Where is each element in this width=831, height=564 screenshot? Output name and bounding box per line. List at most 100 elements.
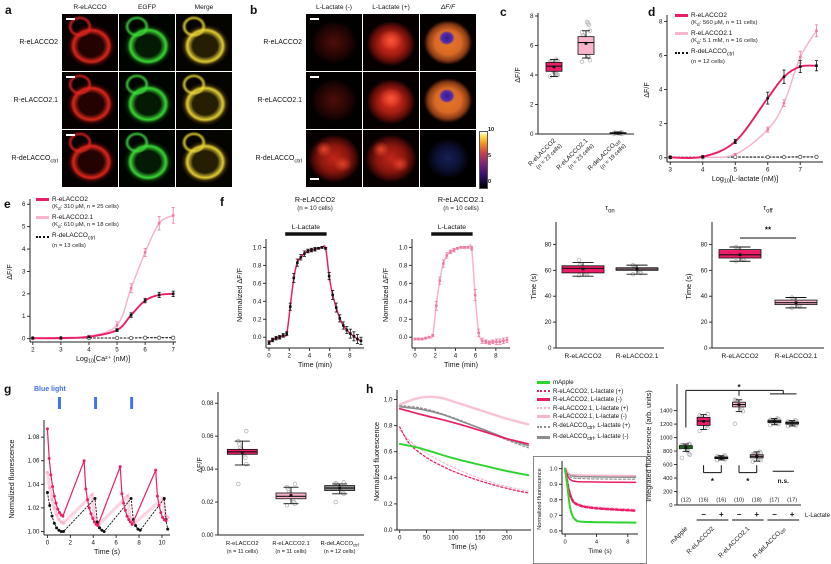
micrograph-egfp: [119, 72, 175, 129]
svg-text:6: 6: [766, 167, 770, 174]
svg-text:4: 4: [659, 87, 663, 94]
svg-text:−: −: [701, 510, 706, 519]
tau-on-title: τon: [605, 203, 615, 215]
svg-text:4: 4: [92, 540, 96, 547]
svg-text:0.6: 0.6: [399, 280, 408, 287]
svg-text:0.7: 0.7: [549, 513, 557, 519]
scale-bar: [310, 178, 319, 180]
svg-text:Time (s): Time (s): [684, 273, 693, 299]
legend-entry: R-eLACCO2, L-lactate (+): [537, 388, 630, 395]
micrograph-dff: [420, 14, 476, 71]
svg-text:80: 80: [545, 241, 552, 248]
svg-text:60: 60: [545, 267, 552, 274]
svg-text:2: 2: [69, 540, 73, 547]
svg-text:8: 8: [659, 18, 663, 25]
svg-text:R-eLACCO2.1: R-eLACCO2.1: [775, 353, 818, 360]
legend-entry: R-deLACCOctrl (n = 12 cells): [675, 48, 758, 65]
svg-text:0.0: 0.0: [384, 527, 393, 534]
legend-swatch: [537, 425, 550, 428]
photobleach-chart: 0.0 0.2 0.4 0.6 0.8 1.0 0 50 100 150 200 Time (s) No…: [372, 390, 531, 551]
svg-text:6: 6: [328, 353, 332, 360]
legend-entry: R-eLACCO2, L-lactate (-): [537, 396, 630, 403]
legend-entry: R-eLACCO2.1 (Kd: 5.1 mM, n = 16 cells): [675, 30, 758, 46]
svg-text:0.8: 0.8: [549, 498, 557, 504]
svg-text:20: 20: [701, 319, 708, 326]
scale-bar: [66, 76, 75, 78]
legend-text: R-deLACCOctrl: [52, 232, 95, 242]
svg-text:60: 60: [701, 267, 708, 274]
photobleach-inset-chart: 0.6 0.7 0.8 0.9 1.0 0 4 8 Time (s) Normalized flu…: [537, 461, 638, 555]
svg-text:1400: 1400: [660, 409, 672, 415]
svg-text:0: 0: [669, 503, 672, 509]
legend-text: R-deLACCOctrl: [691, 48, 734, 58]
legend-text: R-eLACCO2.1: [691, 30, 733, 38]
svg-text:40: 40: [545, 293, 552, 300]
svg-text:ΔF/F: ΔF/F: [5, 264, 14, 280]
svg-text:Time (s): Time (s): [94, 547, 120, 556]
svg-text:R-eLACCO2: R-eLACCO2: [686, 525, 717, 556]
svg-text:2: 2: [288, 353, 292, 360]
svg-text:7: 7: [171, 347, 175, 354]
micrograph-egfp: [119, 130, 175, 187]
svg-text:0: 0: [398, 535, 402, 542]
svg-text:(16): (16): [699, 497, 709, 503]
legend-entry: R-deLACCOctrl, L-lactate (+): [537, 422, 630, 431]
panel-b-col-header: L-Lactate (+): [372, 4, 410, 11]
svg-text:0.9: 0.9: [549, 482, 557, 488]
scale-bar: [310, 18, 319, 20]
svg-text:8: 8: [626, 540, 629, 546]
svg-text:Time (s): Time (s): [588, 548, 612, 555]
svg-text:400: 400: [663, 476, 672, 482]
svg-text:0.6: 0.6: [384, 449, 393, 456]
svg-text:200: 200: [502, 535, 513, 542]
legend-text: R-deLACCOctrl, L-lactate (+): [553, 421, 631, 432]
panel-f-tau-off: τoff 0 20 40 60 80 Time (s) R-eLACCO2 R-eLACCO2…: [672, 190, 831, 375]
micrograph-lactate-minus: [306, 72, 362, 129]
legend-detail: (n = 13 cells): [52, 242, 86, 249]
legend-text: R-eLACCO2: [691, 12, 727, 19]
svg-text:4: 4: [595, 540, 599, 546]
panel-h-inset: 0.6 0.7 0.8 0.9 1.0 0 4 8 Time (s) Normalized flu…: [533, 456, 647, 564]
panel-h-photobleach: 0.0 0.2 0.4 0.6 0.8 1.0 0 50 100 150 200 Time (s) No…: [365, 377, 537, 564]
svg-text:(12): (12): [681, 497, 691, 503]
svg-text:0.8: 0.8: [384, 423, 393, 430]
svg-text:8: 8: [137, 540, 141, 547]
colorbar-mid: 5: [488, 153, 492, 159]
colorbar: [479, 131, 488, 189]
svg-text:8: 8: [494, 353, 498, 360]
panel-a-row-label: R-deLACCOctrl: [11, 155, 58, 165]
svg-text:6: 6: [474, 353, 478, 360]
svg-text:600: 600: [663, 463, 672, 469]
svg-text:R-eLACCO2: R-eLACCO2: [721, 353, 758, 360]
svg-text:Time (s): Time (s): [451, 542, 477, 551]
legend-detail: (Kd: 5.1 mM, n = 16 cells): [691, 38, 758, 47]
svg-text:*: *: [711, 477, 715, 486]
panel-d-label: d: [648, 5, 656, 19]
colorbar-max: 10: [488, 127, 495, 133]
svg-text:(n = 11 cells): (n = 11 cells): [275, 549, 306, 555]
svg-text:100: 100: [448, 535, 459, 542]
svg-text:(18): (18): [752, 497, 762, 503]
svg-text:0: 0: [548, 345, 552, 352]
svg-text:0.8: 0.8: [399, 262, 408, 269]
svg-text:0: 0: [659, 155, 663, 162]
legend-text: R-deLACCOctrl, L-lactate (-): [553, 432, 629, 442]
panel-g-photoactivation: Blue light 1.00 1.02 1.04 1.06 1.08 0 2 4 6 8 10 Ti…: [0, 377, 195, 564]
photoactivation-chart: 1.00 1.02 1.04 1.06 1.08 0 2 4 6 8 10 Time (s) Norma…: [7, 397, 170, 556]
micrograph-lactate-plus: [363, 130, 419, 187]
svg-text:*: *: [746, 477, 750, 486]
svg-text:150: 150: [475, 535, 486, 542]
svg-text:80: 80: [701, 241, 708, 248]
svg-text:+: +: [790, 510, 795, 519]
integrated-fluorescence-boxplot: 0 200 400 600 800 1000 1200 1400 Integrated fluo…: [644, 383, 831, 560]
legend-entry: R-eLACCO2.1 (Kd: 610 μM, n = 18 cells): [36, 214, 119, 230]
legend-swatch: [36, 216, 49, 220]
legend-swatch: [675, 32, 688, 36]
svg-text:0.6: 0.6: [549, 529, 557, 535]
panel-c: c 0 2 4 6 8 ΔF/F R-eLACCO2 (n = 22 cells) R-eLAC…: [500, 0, 640, 190]
panel-b: b L-Lactate (-) L-Lactate (+) ΔF/F R-eLA…: [246, 0, 498, 190]
svg-text:Time (min): Time (min): [444, 360, 478, 369]
svg-text:1: 1: [22, 313, 26, 320]
svg-text:0: 0: [530, 131, 534, 138]
panel-a-row-label: R-eLACCO2.1: [13, 97, 58, 104]
